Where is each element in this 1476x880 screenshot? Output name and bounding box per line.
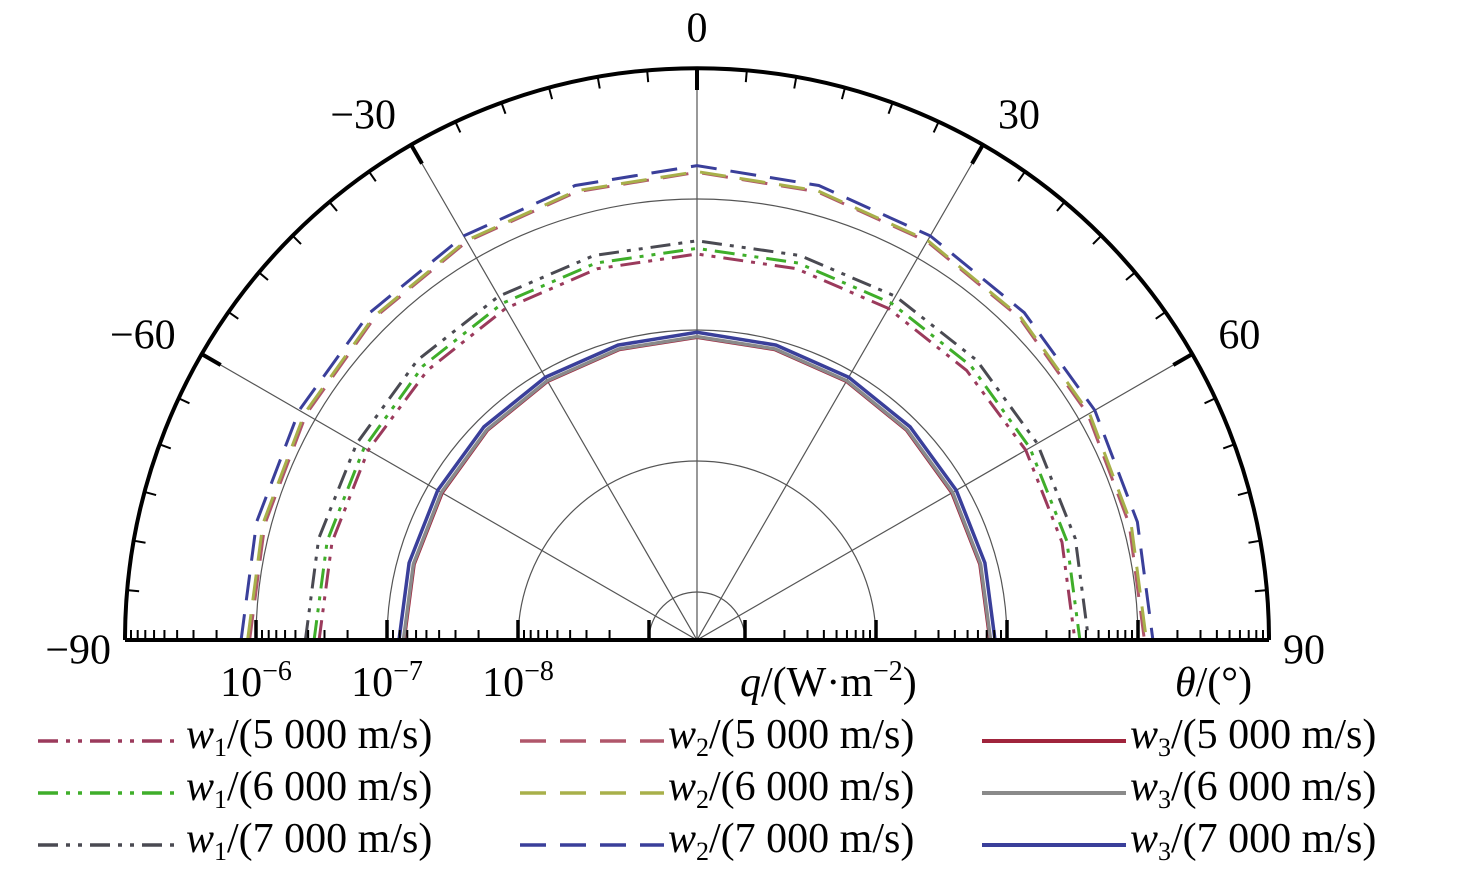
radial-axis-title: q/(W·m−2)	[740, 656, 917, 706]
legend-swatch	[982, 843, 1126, 847]
angle-tick-label: 90	[1283, 628, 1325, 674]
radial-tick-label: 10−8	[482, 656, 554, 706]
angle-tick	[1125, 271, 1136, 281]
angle-tick-label: 0	[687, 6, 708, 52]
angle-tick-label: −30	[330, 92, 396, 138]
angle-tick-label: 60	[1218, 313, 1260, 359]
angle-tick	[500, 102, 507, 115]
angle-tick	[793, 76, 798, 89]
angle-tick	[840, 87, 847, 100]
angle-tick	[144, 490, 157, 497]
legend-item: w1/(5 000 m/s)	[36, 712, 432, 766]
legend-item: w1/(7 000 m/s)	[36, 816, 432, 870]
radial-tick-label: 10−6	[220, 656, 292, 706]
legend-swatch	[520, 739, 664, 743]
legend-item: w3/(5 000 m/s)	[980, 712, 1376, 766]
angle-tick	[1056, 201, 1066, 212]
legend-item: w1/(6 000 m/s)	[36, 764, 432, 818]
frame	[123, 66, 1271, 642]
angle-tick	[744, 70, 748, 83]
grid	[201, 68, 1193, 641]
angle-tick	[970, 143, 985, 165]
angle-tick	[258, 271, 269, 281]
legend-swatch	[520, 843, 664, 847]
angle-tick	[291, 234, 302, 245]
legend-item: w2/(6 000 m/s)	[518, 764, 914, 818]
series-line	[317, 252, 1077, 641]
legend-label: w1/(5 000 m/s)	[186, 711, 433, 762]
legend-swatch	[520, 791, 664, 795]
radial-tick-label: 10−7	[351, 656, 423, 706]
legend-item: w3/(6 000 m/s)	[980, 764, 1376, 818]
grid-spoke	[696, 353, 1193, 641]
angle-tick	[1222, 443, 1235, 450]
angle-tick	[127, 589, 140, 593]
angle-tick-label: −60	[110, 313, 176, 359]
angle-tick	[547, 87, 554, 100]
angle-tick	[1204, 397, 1216, 405]
angle-tick	[1172, 352, 1194, 367]
legend-swatch	[38, 843, 182, 847]
angle-tick	[932, 121, 940, 133]
legend-label: w3/(7 000 m/s)	[1130, 815, 1377, 866]
angle-axis-title: θ/(°)	[1175, 660, 1252, 706]
legend-label: w1/(7 000 m/s)	[186, 815, 433, 866]
angle-tick	[1017, 170, 1026, 182]
angle-tick	[1237, 490, 1250, 497]
legend-label: w1/(6 000 m/s)	[186, 763, 433, 814]
angle-tick	[178, 397, 190, 405]
angle-tick-label: −90	[45, 628, 111, 674]
angle-tick	[227, 311, 239, 320]
legend-swatch	[38, 791, 182, 795]
angle-tick	[646, 70, 650, 83]
series-line	[397, 330, 997, 641]
series-line	[401, 334, 993, 641]
angle-tick	[159, 443, 172, 450]
angle-tick	[1092, 234, 1103, 245]
angle-tick	[133, 539, 146, 544]
legend-label: w2/(5 000 m/s)	[668, 711, 915, 762]
legend: w1/(5 000 m/s) w2/(5 000 m/s) w3/(5 000 m/…	[0, 712, 1476, 880]
legend-item: w3/(7 000 m/s)	[980, 816, 1376, 870]
angle-tick	[596, 76, 601, 89]
legend-label: w3/(5 000 m/s)	[1130, 711, 1377, 762]
series-layer	[239, 164, 1155, 641]
legend-swatch	[38, 739, 182, 743]
angle-tick	[409, 143, 424, 165]
legend-swatch	[982, 739, 1126, 743]
tick-labels: −90 −60 −30 0 30 60 90 10−6 10−7 10−8 q/(W·m−2) θ/(…	[45, 6, 1325, 706]
grid-spoke	[410, 144, 698, 641]
legend-label: w2/(6 000 m/s)	[668, 763, 915, 814]
legend-swatch	[982, 791, 1126, 795]
grid-spoke	[696, 144, 984, 641]
polar-chart: −90 −60 −30 0 30 60 90 10−6 10−7 10−8 q/(W·m−2) θ/(…	[45, 6, 1325, 706]
angle-tick	[328, 201, 338, 212]
angle-tick	[1254, 589, 1267, 593]
angle-tick	[200, 352, 222, 367]
angle-tick	[368, 170, 377, 182]
series-line	[239, 164, 1155, 641]
legend-label: w3/(6 000 m/s)	[1130, 763, 1377, 814]
legend-item: w2/(7 000 m/s)	[518, 816, 914, 870]
angle-tick	[1248, 539, 1261, 544]
legend-item: w2/(5 000 m/s)	[518, 712, 914, 766]
legend-label: w2/(7 000 m/s)	[668, 815, 915, 866]
angle-tick	[887, 102, 894, 115]
angle-tick	[454, 121, 462, 133]
angle-tick-label: 30	[998, 92, 1040, 138]
grid-spoke	[201, 353, 698, 641]
angle-tick	[1155, 311, 1167, 320]
